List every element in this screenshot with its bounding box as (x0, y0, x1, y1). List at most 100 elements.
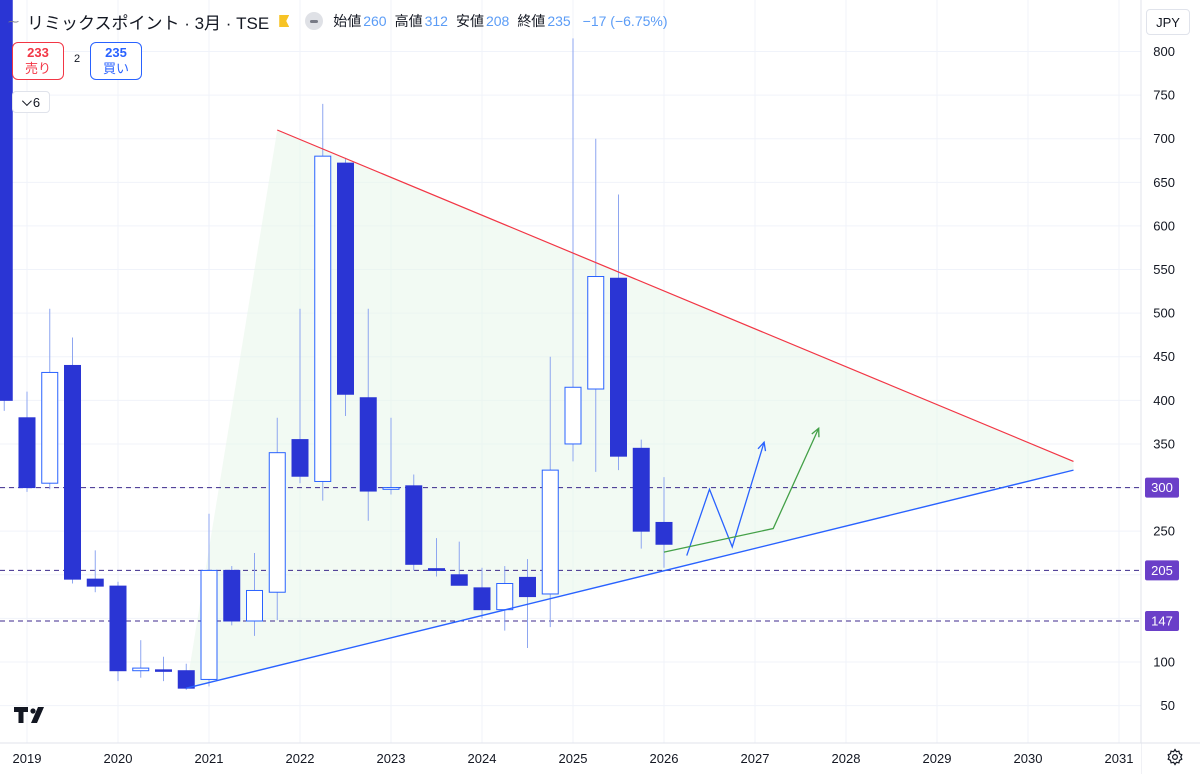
indicators-collapse-button[interactable]: 6 (12, 91, 50, 113)
scenario-arrows (663, 426, 820, 556)
level-badge-300 (1145, 477, 1179, 498)
gear-icon[interactable] (1166, 748, 1184, 766)
candle-bull (41, 371, 59, 484)
candle-bear (632, 447, 650, 532)
market-status-icon[interactable] (305, 12, 324, 30)
y-tick-label: 500 (1153, 306, 1175, 321)
y-tick-label: 400 (1153, 393, 1175, 408)
candle-bull (564, 386, 582, 445)
support-trendline (186, 469, 1074, 689)
currency-button[interactable]: JPY (1146, 9, 1190, 35)
x-tick-label: 2028 (832, 751, 861, 766)
candle-bull (496, 583, 514, 611)
open-label: 始値 (333, 13, 362, 29)
level-badge-label: 147 (1151, 614, 1173, 629)
candle-bear (519, 576, 536, 598)
symbol-header: ⁓ リミックスポイント · 3月 · TSE 始値 260 高値 312 安値 … (8, 8, 668, 34)
y-tick-label: 650 (1153, 175, 1175, 190)
flag-icon[interactable] (279, 15, 290, 27)
candle-bear (405, 485, 423, 565)
y-tick-label: 250 (1153, 524, 1175, 539)
high-label: 高値 (394, 13, 423, 29)
candle-bull (382, 487, 400, 490)
x-tick-label: 2022 (286, 751, 315, 766)
sell-price: 233 (27, 45, 49, 60)
x-tick-label: 2031 (1105, 751, 1134, 766)
candle-bear (655, 521, 673, 545)
open-value: 260 (363, 13, 387, 29)
spread-value: 2 (73, 53, 81, 65)
candle-bear (473, 587, 491, 611)
candle-bear (86, 578, 104, 587)
candle-bull (200, 569, 218, 680)
level-badge-label: 205 (1151, 563, 1173, 578)
candles (0, 0, 673, 690)
candle-bear (450, 574, 468, 586)
candle-bear (359, 397, 377, 492)
change-value: −17 (−6.75%) (582, 13, 668, 29)
level-badge-label: 300 (1151, 480, 1173, 495)
y-tick-label: 50 (1161, 698, 1175, 713)
x-tick-label: 2023 (377, 751, 406, 766)
candle-bear (18, 417, 36, 489)
buy-button[interactable]: 235 買い (90, 42, 142, 80)
high-value: 312 (424, 13, 448, 29)
candle-bull (132, 667, 150, 672)
y-tick-label: 350 (1153, 436, 1175, 451)
level-badge-205 (1145, 560, 1179, 581)
x-tick-label: 2030 (1014, 751, 1043, 766)
candle-bear (610, 277, 627, 457)
low-value: 208 (485, 13, 510, 29)
y-tick-label: 100 (1153, 654, 1175, 669)
tradingview-symbol-icon: ⁓ (8, 15, 19, 28)
candle-bear (155, 669, 172, 672)
buy-price: 235 (105, 45, 127, 60)
tradingview-logo-icon[interactable] (14, 705, 50, 725)
candle-bear (177, 670, 195, 689)
trendlines (186, 129, 1074, 689)
y-tick-label: 550 (1153, 262, 1175, 277)
indicators-count: 6 (32, 94, 41, 110)
y-tick-label: 750 (1153, 88, 1175, 103)
candle-bull (268, 452, 286, 593)
candle-bull (314, 155, 332, 482)
scenario-arrowhead-green (811, 426, 820, 438)
candle-bear (428, 568, 445, 571)
x-tick-label: 2026 (650, 751, 679, 766)
close-value: 235 (547, 13, 571, 29)
y-tick-label: 800 (1153, 44, 1175, 59)
x-axis-background (0, 743, 1141, 774)
chevron-down-icon (21, 95, 32, 106)
x-tick-label: 2024 (468, 751, 497, 766)
x-tick-label: 2025 (559, 751, 588, 766)
candle-bull (587, 276, 605, 390)
candle-bear (64, 364, 81, 580)
x-tick-label: 2020 (104, 751, 133, 766)
sell-label: 売り (24, 61, 51, 76)
x-tick-label: 2019 (13, 751, 42, 766)
level-badge-147 (1145, 611, 1179, 632)
x-axis: 2019 2020 2021 2022 2023 2024 2025 2026 2027 2028… (0, 742, 1200, 774)
candle-bear (337, 162, 354, 395)
candle-bull (246, 589, 263, 622)
horizontal-levels (0, 487, 1141, 622)
candle-bear (223, 569, 241, 622)
y-tick-label: 600 (1153, 218, 1175, 233)
x-tick-label: 2027 (741, 751, 770, 766)
symbol-title[interactable]: リミックスポイント · 3月 · TSE (27, 13, 270, 33)
close-label: 終値 (517, 13, 546, 29)
x-tick-label: 2029 (923, 751, 952, 766)
y-tick-label: 700 (1153, 131, 1175, 146)
scenario-arrowhead-blue (757, 440, 767, 452)
y-axis: 5010015020025030035040045050055060065070… (1140, 0, 1200, 774)
low-label: 安値 (455, 13, 484, 29)
scenario-path-blue (686, 442, 765, 556)
candle-bear (109, 585, 127, 672)
y-axis-background (1141, 0, 1200, 774)
candle-bear (291, 439, 309, 477)
sell-button[interactable]: 233 売り (12, 42, 64, 80)
x-tick-label: 2021 (195, 751, 224, 766)
scenario-path-green (663, 427, 820, 553)
resistance-trendline (277, 129, 1074, 462)
